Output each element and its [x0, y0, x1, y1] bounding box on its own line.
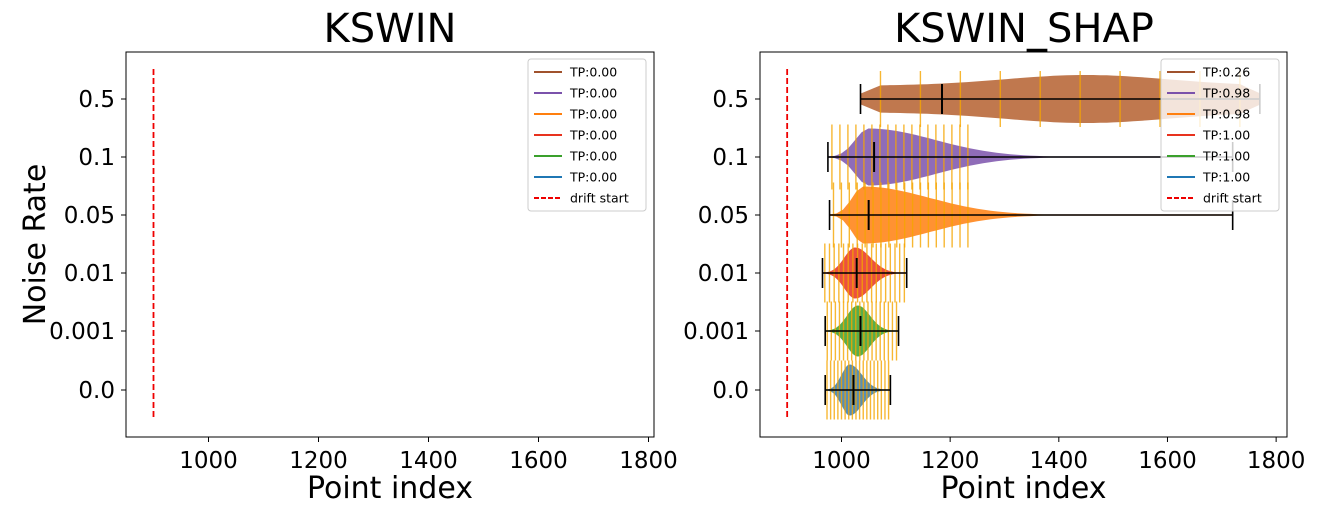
legend-label: TP:0.98	[1202, 107, 1250, 122]
legend-label: TP:0.26	[1202, 65, 1250, 80]
y-tick-label: 0.001	[49, 319, 115, 345]
y-tick-label: 0.0	[712, 378, 749, 404]
y-tick-label: 0.01	[698, 261, 749, 287]
legend-label: TP:1.00	[1202, 170, 1250, 185]
x-tick-label: 1200	[921, 448, 980, 474]
axes-frame	[125, 51, 655, 438]
x-axis-label: Point index	[307, 471, 473, 506]
legend-label: TP:0.00	[569, 128, 617, 143]
legend-label: TP:0.00	[569, 170, 617, 185]
legend-label: TP:1.00	[1202, 128, 1250, 143]
x-tick-label: 1200	[289, 448, 348, 474]
x-tick-label: 1400	[1030, 448, 1089, 474]
legend-label: TP:0.00	[569, 65, 617, 80]
y-tick-label: 0.0	[78, 378, 115, 404]
legend: TP:0.00 TP:0.00 TP:0.00 TP:0.00 TP:0.00 TP:0.…	[527, 58, 647, 212]
legend-box	[527, 58, 647, 212]
x-tick-label: 1000	[812, 448, 871, 474]
legend-label: drift start	[1203, 191, 1262, 206]
chart-title: KSWIN_SHAP	[894, 6, 1154, 52]
x-tick-label: 1800	[619, 448, 678, 474]
x-tick-label: 1600	[509, 448, 568, 474]
y-axis-label: Noise Rate	[18, 164, 53, 326]
legend-label: TP:1.00	[1202, 149, 1250, 164]
axes-frame	[759, 51, 1288, 438]
x-axis-label: Point index	[940, 471, 1106, 506]
x-tick-label: 1400	[399, 448, 458, 474]
legend-label: TP:0.98	[1202, 86, 1250, 101]
legend-box	[1160, 58, 1280, 212]
legend-label: TP:0.00	[569, 86, 617, 101]
y-tick-label: 0.001	[683, 319, 749, 345]
kswin-panel: KSWIN Point index Noise Rate 1000 1200 1400 16…	[18, 6, 678, 506]
legend-label: drift start	[570, 191, 629, 206]
y-tick-label: 0.01	[64, 261, 115, 287]
y-tick-label: 0.05	[64, 203, 115, 229]
chart-title: KSWIN	[324, 6, 457, 52]
x-tick-label: 1000	[179, 448, 238, 474]
x-tick-label: 1600	[1138, 448, 1197, 474]
y-tick-label: 0.1	[712, 145, 749, 171]
legend-label: TP:0.00	[569, 107, 617, 122]
x-tick-label: 1800	[1247, 448, 1306, 474]
y-tick-label: 0.05	[698, 203, 749, 229]
y-tick-label: 0.5	[712, 87, 749, 113]
y-tick-label: 0.5	[78, 87, 115, 113]
legend-label: TP:0.00	[569, 149, 617, 164]
kswin-shap-panel: KSWIN_SHAP Point index 1000 1200 1400 1600 180…	[683, 6, 1305, 506]
y-tick-label: 0.1	[78, 145, 115, 171]
legend: TP:0.26 TP:0.98 TP:0.98 TP:1.00 TP:1.00 TP:1.…	[1160, 58, 1280, 212]
